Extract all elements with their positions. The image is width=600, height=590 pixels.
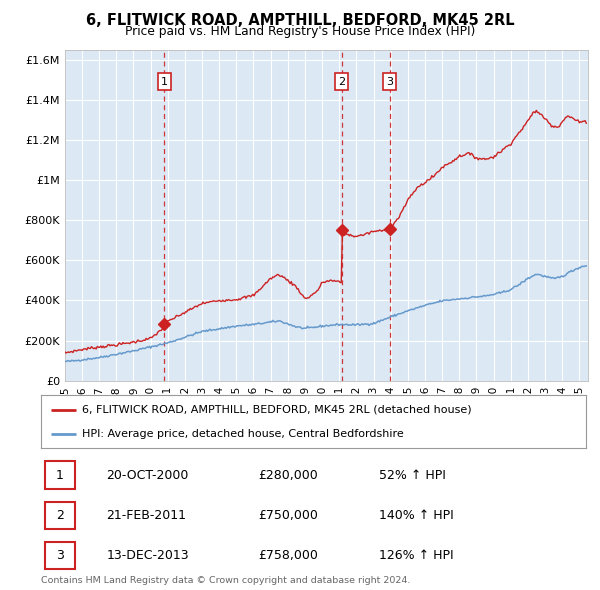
Text: 6, FLITWICK ROAD, AMPTHILL, BEDFORD, MK45 2RL: 6, FLITWICK ROAD, AMPTHILL, BEDFORD, MK4… [86,13,514,28]
Text: £750,000: £750,000 [259,509,319,522]
Text: £280,000: £280,000 [259,468,319,481]
Text: 3: 3 [56,549,64,562]
Text: £758,000: £758,000 [259,549,319,562]
Text: 6, FLITWICK ROAD, AMPTHILL, BEDFORD, MK45 2RL (detached house): 6, FLITWICK ROAD, AMPTHILL, BEDFORD, MK4… [82,405,471,415]
FancyBboxPatch shape [45,542,75,569]
Text: 3: 3 [386,77,394,87]
Text: 20-OCT-2000: 20-OCT-2000 [106,468,188,481]
Text: Contains HM Land Registry data © Crown copyright and database right 2024.: Contains HM Land Registry data © Crown c… [41,576,410,585]
Text: 2: 2 [338,77,345,87]
Text: 1: 1 [56,468,64,481]
Text: 140% ↑ HPI: 140% ↑ HPI [379,509,454,522]
Text: 126% ↑ HPI: 126% ↑ HPI [379,549,453,562]
Text: 21-FEB-2011: 21-FEB-2011 [106,509,186,522]
FancyBboxPatch shape [45,502,75,529]
Text: 1: 1 [161,77,168,87]
Text: 13-DEC-2013: 13-DEC-2013 [106,549,189,562]
Text: Price paid vs. HM Land Registry's House Price Index (HPI): Price paid vs. HM Land Registry's House … [125,25,475,38]
FancyBboxPatch shape [45,461,75,489]
Text: HPI: Average price, detached house, Central Bedfordshire: HPI: Average price, detached house, Cent… [82,429,403,439]
Text: 52% ↑ HPI: 52% ↑ HPI [379,468,445,481]
Text: 2: 2 [56,509,64,522]
